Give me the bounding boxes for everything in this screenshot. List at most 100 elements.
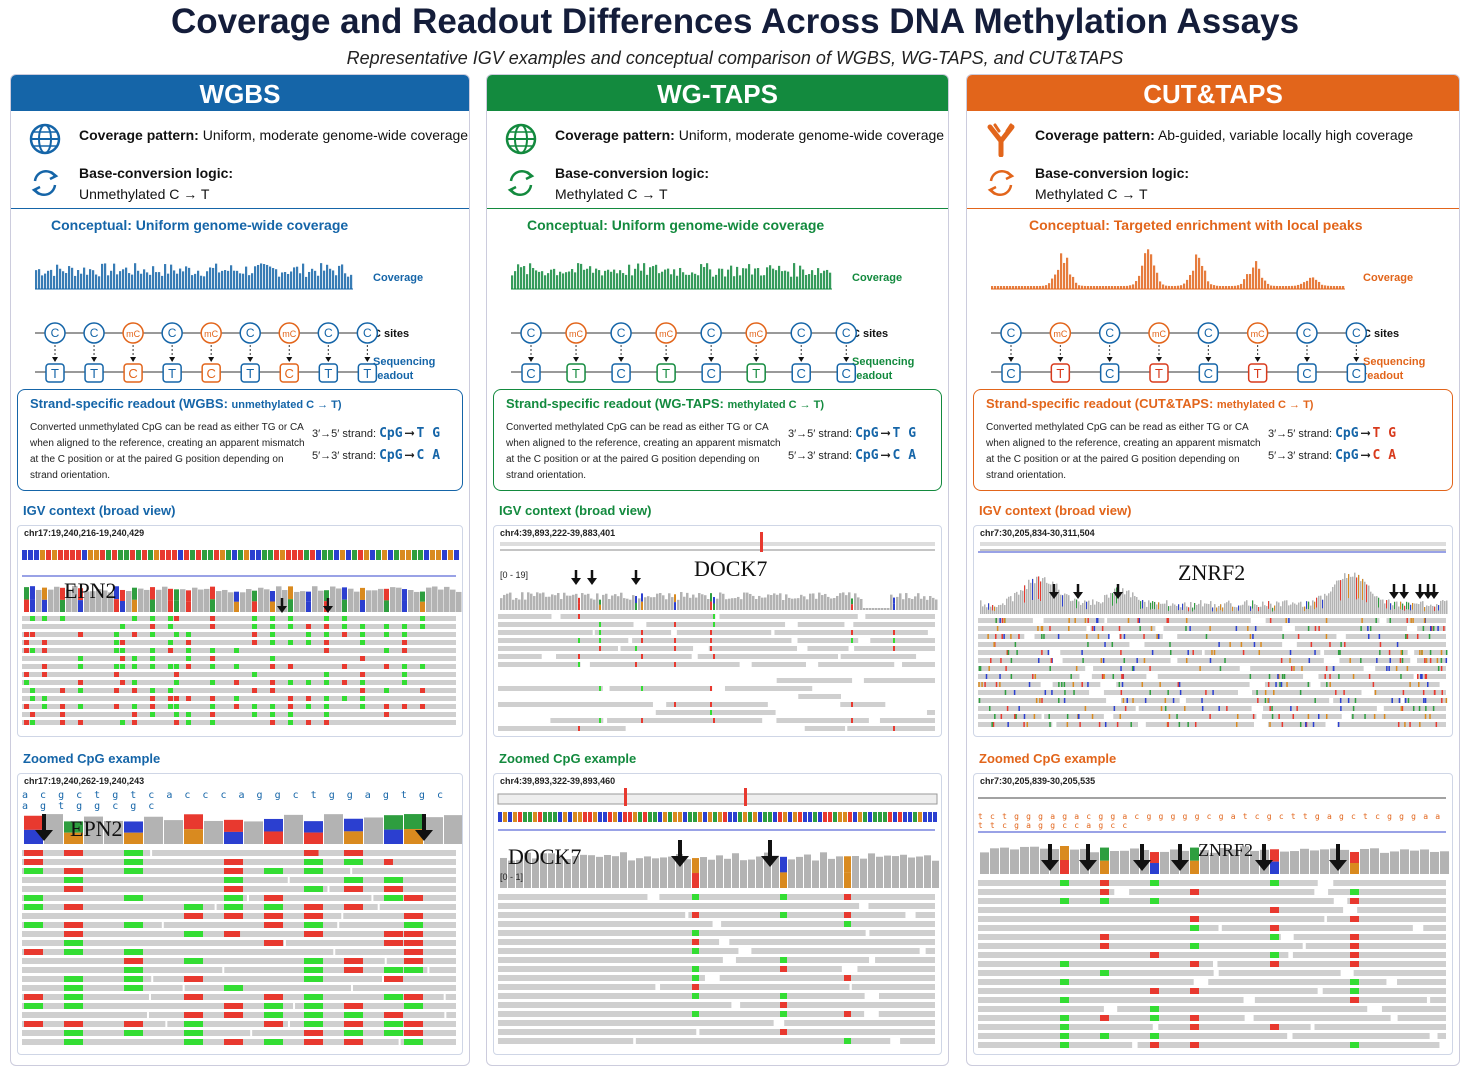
base-conversion: Base-conversion logic: Methylated C → T	[555, 163, 709, 205]
svg-text:mC: mC	[204, 329, 218, 339]
c-site: C	[1345, 322, 1368, 362]
svg-text:C: C	[706, 366, 715, 381]
svg-text:C: C	[51, 326, 60, 340]
c-site: mC	[200, 322, 222, 362]
readout-base: T	[566, 363, 586, 383]
panel-header-wgbs: WGBS	[11, 75, 469, 111]
strand-readout-value: C A	[892, 448, 917, 463]
readout-label-1: Sequencing	[852, 356, 914, 368]
svg-text:C: C	[90, 326, 99, 340]
svg-text:T: T	[1056, 366, 1064, 381]
arrow-glyph: ⟶	[881, 448, 890, 463]
igv-broad-view: chr4:39,893,222-39,883,401 DOCK7 [0 - 19]	[493, 525, 942, 737]
igv-zoomed-view: chr17:19,240,262-19,240,243 a c g c t g t…	[17, 773, 463, 1055]
readout-base: T	[357, 363, 378, 383]
coverage-pattern: Coverage pattern: Uniform, moderate geno…	[79, 127, 468, 143]
igv-track-canvas	[498, 532, 938, 731]
c-site: mC	[565, 322, 587, 362]
readout-base: T	[746, 363, 766, 383]
base-conversion-label: Base-conversion logic:	[1035, 165, 1190, 181]
svg-text:C: C	[206, 366, 215, 381]
base-conversion: Base-conversion logic: Methylated C → T	[1035, 163, 1189, 205]
coverage-pattern: Coverage pattern: Uniform, moderate geno…	[555, 127, 944, 143]
svg-text:T: T	[246, 366, 254, 381]
panel-summary-cuttaps: Coverage pattern: Ab-guided, variable lo…	[967, 111, 1459, 209]
mismatch-arrow-icon	[571, 570, 581, 585]
mismatch-arrow-icon	[1171, 844, 1189, 871]
mismatch-arrow-icon	[35, 814, 53, 841]
igv-gene-label: DOCK7	[694, 556, 768, 581]
readout-label-1: Sequencing	[373, 356, 435, 368]
svg-text:mC: mC	[749, 329, 763, 339]
strand-label: 3′→5′ strand:	[1268, 428, 1333, 440]
strand-bottom-readout: 5′→3′ strand: CpG ⟶ C A	[788, 448, 916, 463]
mismatch-arrow-icon	[1041, 844, 1059, 871]
c-site: C	[835, 322, 857, 362]
strand-description: Converted methylated CpG can be read as …	[986, 422, 1261, 481]
c-site: C	[610, 322, 632, 362]
cpg-label: CpG	[1335, 426, 1359, 441]
panel-header-wgtaps: WG-TAPS	[487, 75, 948, 111]
panel-wgbs: WGBS Coverage pattern: Uniform, moderate …	[10, 74, 470, 1066]
svg-text:C: C	[1352, 326, 1361, 340]
mismatch-arrow-icon	[1423, 584, 1433, 599]
c-site: C	[161, 322, 183, 362]
zoom-track-canvas	[497, 788, 939, 1044]
svg-text:C: C	[617, 326, 626, 340]
svg-text:C: C	[1105, 326, 1114, 340]
mismatch-arrow-icon	[1429, 584, 1439, 599]
mismatch-arrow-icon	[323, 598, 333, 613]
c-site: C	[239, 322, 261, 362]
strand-label: 3′→5′ strand:	[312, 428, 377, 440]
cpg-label: CpG	[855, 426, 879, 441]
svg-text:T: T	[363, 366, 371, 381]
igv-locus: chr7:30,205,834-30,311,504	[980, 528, 1095, 538]
igv-track-canvas	[978, 542, 1448, 727]
concept-diagram: Coverage C sites Sequencing readout C T C TmC C C…	[35, 263, 435, 383]
coverage-pattern-label: Coverage pattern:	[79, 127, 199, 143]
zoomed-title: Zoomed CpG example	[979, 751, 1117, 766]
strand-bottom-readout: 5′→3′ strand: CpG ⟶ C A	[312, 448, 440, 463]
mismatch-arrow-icon	[587, 570, 597, 585]
svg-text:C: C	[285, 366, 294, 381]
c-sites-label: C sites	[1363, 328, 1399, 340]
coverage-track	[511, 263, 832, 290]
strand-readout-box: Strand-specific readout (CUT&TAPS: methy…	[973, 389, 1453, 491]
c-site: mC	[655, 322, 677, 362]
readout-base: T	[45, 363, 65, 383]
zoom-gene-label: DOCK7	[508, 844, 582, 869]
svg-text:mC: mC	[282, 329, 296, 339]
strand-top-readout: 3′→5′ strand: CpG ⟶ T G	[312, 426, 440, 441]
svg-text:C: C	[526, 366, 535, 381]
strand-description: Converted methylated CpG can be read as …	[506, 422, 781, 481]
cycle-icon	[987, 169, 1015, 197]
svg-text:mC: mC	[1251, 329, 1265, 339]
svg-text:C: C	[1352, 366, 1361, 381]
igv-zoomed-view: chr4:39,893,322-39,893,460 DOCK7 [0 - 1]	[493, 773, 942, 1055]
svg-text:T: T	[324, 366, 332, 381]
igv-gene-label: ZNRF2	[1178, 560, 1246, 585]
coverage-label: Coverage	[852, 272, 902, 284]
mismatch-arrow-icon	[1255, 844, 1273, 871]
readout-base: C	[123, 363, 143, 383]
strand-description: Converted unmethylated CpG can be read a…	[30, 422, 305, 481]
svg-text:T: T	[1254, 366, 1262, 381]
cpg-label: CpG	[855, 448, 879, 463]
cycle-icon	[31, 169, 59, 197]
svg-text:mC: mC	[1152, 329, 1166, 339]
c-site: C	[520, 322, 542, 362]
igv-locus: chr4:39,893,222-39,883,401	[500, 528, 616, 538]
svg-text:T: T	[662, 366, 670, 381]
igv-gene-label: EPN2	[64, 578, 117, 603]
strand-label: 5′→3′ strand:	[1268, 450, 1333, 462]
mismatch-arrow-icon	[415, 814, 433, 841]
igv-context-title: IGV context (broad view)	[979, 503, 1132, 518]
readout-label-2: readout	[1363, 370, 1404, 382]
c-site: C	[44, 322, 66, 362]
mismatch-arrow-icon	[1049, 584, 1059, 599]
mismatch-arrow-icon	[1329, 844, 1347, 871]
svg-text:C: C	[797, 326, 806, 340]
svg-text:C: C	[707, 326, 716, 340]
concept-title: Conceptual: Uniform genome-wide coverage	[51, 217, 349, 233]
